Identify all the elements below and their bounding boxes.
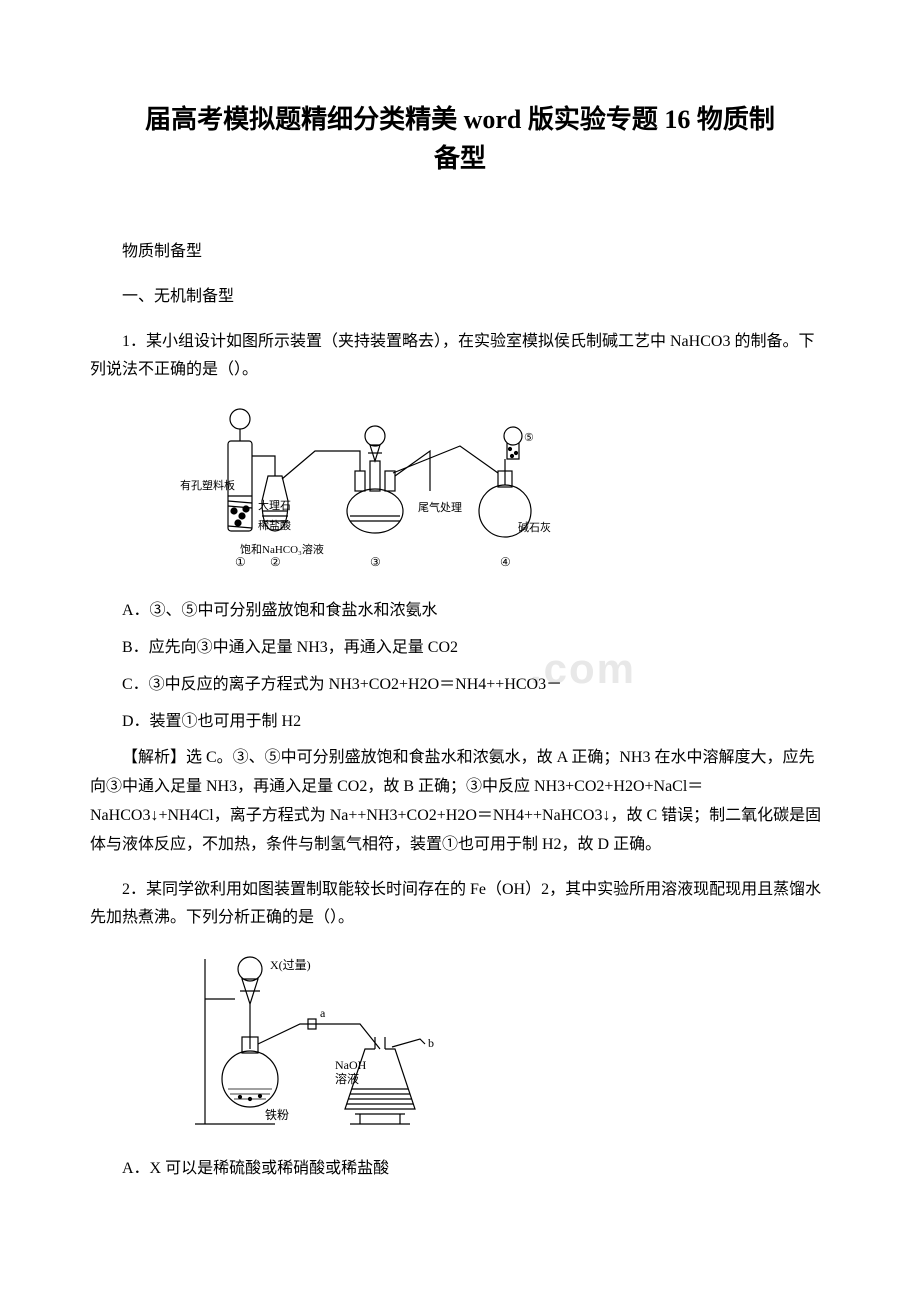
q1-option-a: A．③、⑤中可分别盛放饱和食盐水和浓氨水 bbox=[90, 597, 830, 626]
q1-label-hcl: 稀盐酸 bbox=[258, 518, 291, 532]
q1-option-d: D．装置①也可用于制 H2 bbox=[90, 708, 830, 737]
section-heading: 物质制备型 bbox=[90, 238, 830, 267]
q2-label-b: b bbox=[428, 1036, 434, 1050]
q1-explanation: 【解析】选 C。③、⑤中可分别盛放饱和食盐水和浓氨水，故 A 正确；NH3 在水… bbox=[90, 744, 830, 859]
q1-label-marble: 大理石 bbox=[258, 498, 291, 512]
q1-label-plate: 有孔塑料板 bbox=[180, 478, 235, 492]
q1-stem: 1．某小组设计如图所示装置（夹持装置略去），在实验室模拟侯氏制碱工艺中 NaHC… bbox=[90, 328, 830, 386]
q1-option-b: B．应先向③中通入足量 NH3，再通入足量 CO2 bbox=[90, 634, 830, 663]
q2-option-a: A．X 可以是稀硫酸或稀硝酸或稀盐酸 bbox=[90, 1155, 830, 1184]
q2-label-naoh-2: 溶液 bbox=[335, 1071, 359, 1086]
q1-option-c: C．③中反应的离子方程式为 NH3+CO2+H2O＝NH4++HCO3－ bbox=[90, 671, 830, 700]
subsection-heading: 一、无机制备型 bbox=[90, 283, 830, 312]
q2-label-naoh-1: NaOH bbox=[335, 1058, 367, 1072]
q1-label-1: ① bbox=[235, 555, 246, 569]
q2-label-x: X(过量) bbox=[270, 958, 311, 972]
q2-label-iron: 铁粉 bbox=[265, 1108, 289, 1122]
q2-label-a: a bbox=[320, 1006, 326, 1020]
q1-label-lime: 碱石灰 bbox=[518, 520, 551, 534]
title-line-2: 备型 bbox=[434, 144, 486, 173]
q2-figure: X(过量) a 铁粉 NaOH 溶液 b bbox=[180, 949, 830, 1139]
page-title: 届高考模拟题精细分类精美 word 版实验专题 16 物质制 备型 bbox=[90, 100, 830, 178]
q1-label-5: ⑤ bbox=[524, 432, 534, 444]
q1-label-4: ④ bbox=[500, 555, 511, 569]
q1-label-3: ③ bbox=[370, 555, 381, 569]
q1-label-2: ② bbox=[270, 555, 281, 569]
title-line-1: 届高考模拟题精细分类精美 word 版实验专题 16 物质制 bbox=[145, 105, 775, 134]
q2-stem: 2．某同学欲利用如图装置制取能较长时间存在的 Fe（OH）2，其中实验所用溶液现… bbox=[90, 876, 830, 934]
q1-label-sat: 饱和NaHCO₃溶液 bbox=[240, 542, 324, 556]
q1-label-tail: 尾气处理 bbox=[418, 500, 462, 514]
q1-figure: 有孔塑料板 大理石 稀盐酸 饱和NaHCO₃溶液 尾气处理 碱石灰 ⑤ ① ② … bbox=[180, 401, 830, 581]
